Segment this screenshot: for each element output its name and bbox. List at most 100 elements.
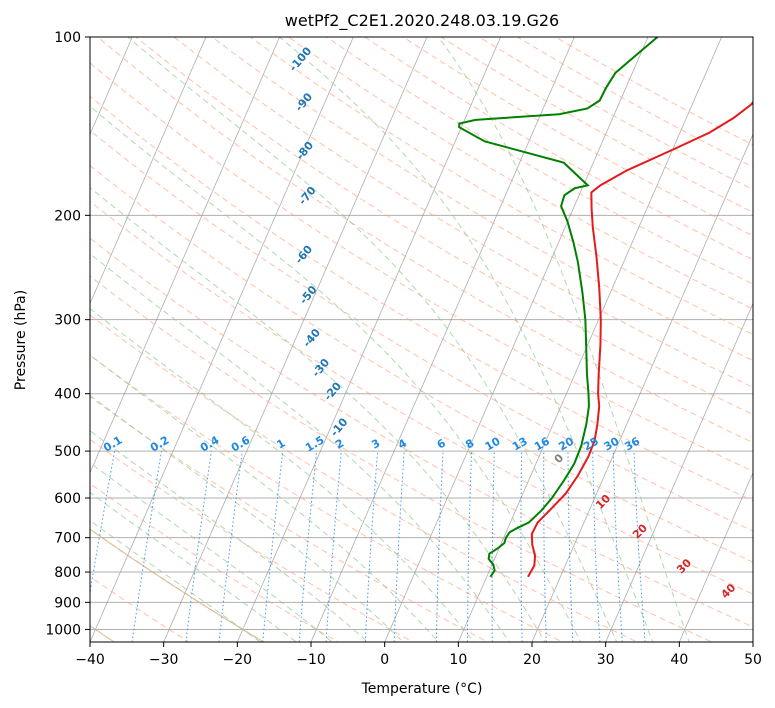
y-tick-label: 200 [54, 208, 81, 224]
dry-adiabat-line [363, 37, 753, 261]
y-tick-label: 100 [54, 30, 81, 46]
moist-adiabat-label: 40 [718, 581, 738, 601]
mixing-ratio-line [364, 451, 379, 642]
dry-adiabat-line [90, 396, 489, 642]
mixing-ratio-line [467, 451, 473, 642]
mixing-ratio-line [567, 451, 574, 642]
y-tick-label: 500 [54, 444, 81, 460]
isotherm-line [90, 37, 207, 305]
isotherm-line [310, 37, 575, 642]
isotherm-line [90, 37, 281, 474]
moist-adiabat-line [437, 37, 690, 642]
isotherm-line [531, 133, 753, 642]
moist-adiabat-line [90, 354, 440, 642]
moist-adiabat-line [90, 105, 582, 642]
line-labels: -100-90-80-70-60-50-40-30-20-100.1 0.2 0.4… [101, 44, 739, 601]
mixing-ratio-line [543, 451, 547, 642]
moist-adiabat-line [90, 394, 404, 642]
dry-adiabat-label: -20 [321, 379, 344, 403]
dewpoint-line [458, 37, 659, 578]
x-tick-label: −40 [75, 652, 105, 668]
dry-adiabat-label: -70 [296, 184, 319, 208]
x-tick-label: 0 [380, 652, 389, 668]
dry-adiabat-label: -100 [287, 44, 315, 74]
isotherm-line [384, 37, 649, 642]
dry-adiabat-label: -30 [310, 356, 333, 380]
moist-adiabat-line [279, 37, 654, 642]
dry-adiabat-line [90, 275, 713, 642]
dry-adiabat-line [90, 528, 265, 642]
dry-adiabat-line [325, 37, 753, 285]
dry-adiabat-label: -90 [293, 90, 316, 114]
mixing-ratio-label: 3 [369, 437, 382, 452]
y-tick-label: 900 [54, 595, 81, 611]
dry-adiabat-line [90, 314, 639, 642]
x-tick-label: 10 [449, 652, 467, 668]
x-tick-label: 40 [670, 652, 688, 668]
y-tick-label: 1000 [45, 622, 81, 638]
moist-adiabat-line [127, 37, 618, 642]
dry-adiabat-line [287, 37, 753, 310]
mixing-ratio-line [633, 451, 646, 642]
x-tick-label: −10 [296, 652, 326, 668]
dry-adiabat-line [90, 95, 753, 502]
dry-adiabat-line [90, 200, 753, 595]
isotherm-line [90, 37, 133, 136]
y-tick-label: 700 [54, 531, 81, 547]
dry-adiabat-line [249, 37, 753, 336]
moist-adiabat-line [90, 491, 298, 642]
moist-adiabat-line [90, 462, 333, 642]
y-tick-label: 600 [54, 491, 81, 507]
dry-adiabat-label: -10 [328, 415, 351, 439]
mixing-ratio-line [435, 451, 444, 642]
x-axis-title: Temperature (°C) [361, 681, 483, 697]
y-tick-label: 400 [54, 387, 81, 403]
dry-adiabat-line [90, 164, 753, 563]
y-axis-title: Pressure (hPa) [13, 290, 29, 390]
moist-adiabat-line [90, 519, 262, 642]
moist-adiabat-label: 20 [630, 521, 650, 541]
plot-frame [89, 36, 754, 643]
dry-adiabat-line [90, 354, 564, 642]
isotherm-line [605, 302, 753, 642]
dry-adiabat-line [90, 482, 340, 642]
dry-adiabat-line [90, 62, 753, 472]
plot-area [0, 24, 753, 654]
isotherm-line [752, 640, 753, 642]
temperature-line [527, 100, 753, 578]
x-tick-label: 30 [597, 652, 615, 668]
x-tick-label: −30 [149, 652, 179, 668]
mixing-ratio-line [612, 451, 623, 642]
mixing-ratio-line [520, 451, 523, 642]
mixing-ratio-line [262, 451, 284, 642]
dry-adiabat-label: -50 [297, 283, 320, 307]
dry-adiabat-line [135, 37, 753, 416]
dry-adiabat-line [90, 438, 414, 642]
mixing-ratio-line [393, 451, 405, 642]
moist-adiabat-line [90, 430, 369, 642]
x-tick-label: −20 [223, 652, 253, 668]
x-tick-label: 20 [523, 652, 541, 668]
dry-adiabat-line [440, 37, 753, 213]
dry-adiabat-label: -60 [293, 243, 316, 267]
dry-adiabat-line [173, 37, 753, 388]
isotherm-line [0, 24, 64, 654]
dry-adiabat-line [90, 237, 753, 628]
dry-adiabat-line [554, 37, 753, 146]
dry-adiabat-line [402, 37, 753, 237]
axes: −40 −30 −20 −10 0 10 20 30 40 50 100 200 300 400 500 60… [45, 30, 762, 668]
dry-adiabat-line [211, 37, 753, 362]
mixing-ratio-line [592, 451, 601, 642]
dry-adiabat-curve [90, 528, 265, 642]
dry-adiabat-line [90, 129, 753, 532]
isotherm-line [90, 37, 354, 642]
moist-adiabat-line [90, 253, 510, 642]
y-tick-label: 300 [54, 313, 81, 329]
mixing-ratio-line [325, 451, 342, 642]
x-tick-label: 50 [744, 652, 762, 668]
y-tick-label: 800 [54, 565, 81, 581]
mixing-ratio-label: 4 [396, 436, 409, 451]
dry-adiabat-label: -80 [293, 139, 316, 163]
moist-adiabat-line [90, 308, 475, 642]
